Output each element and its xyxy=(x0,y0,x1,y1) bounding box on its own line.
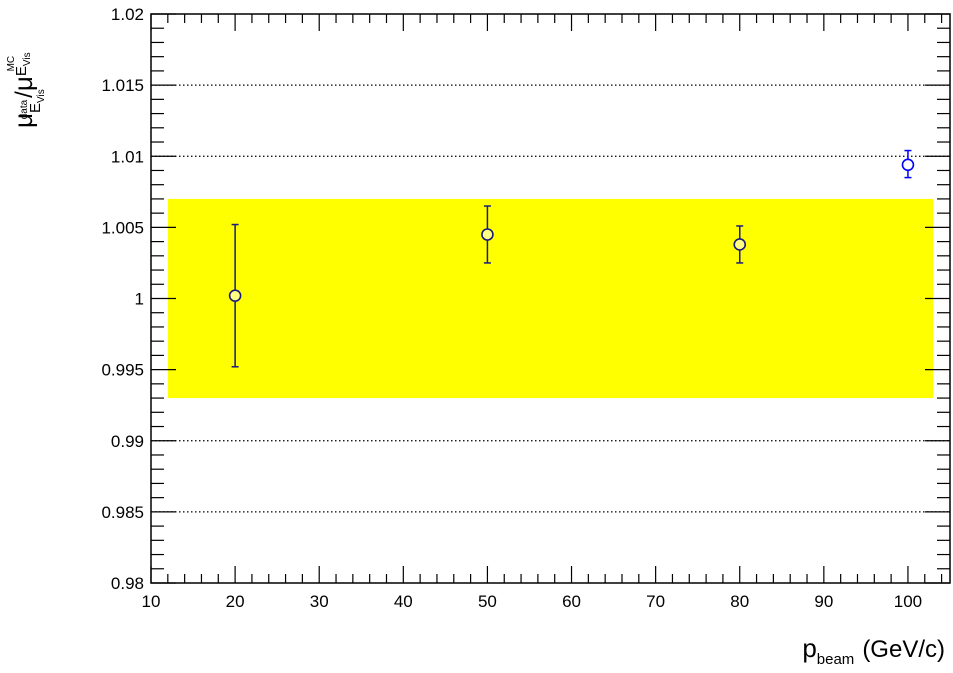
axis-ticks xyxy=(150,13,950,584)
uncertainty-band-layer xyxy=(167,198,934,399)
x-tick-label: 100 xyxy=(894,592,922,611)
y-tick-label: 0.995 xyxy=(101,361,144,380)
y-tick-label: 1 xyxy=(135,290,144,309)
plot-frame xyxy=(150,13,951,584)
data-point-group xyxy=(733,225,747,264)
data-point-group xyxy=(228,223,242,368)
data-point-marker xyxy=(733,238,747,251)
y-axis-title: μEVisdata/μEVisMC xyxy=(6,52,47,128)
y-axis-title-denominator-sub: E xyxy=(13,66,30,76)
y-axis-title-denominator-subsub: Vis xyxy=(22,52,33,66)
x-tick-label: 10 xyxy=(142,592,161,611)
y-tick-label: 0.99 xyxy=(111,432,144,451)
systematic-band xyxy=(167,198,934,399)
data-point-marker xyxy=(901,158,915,172)
x-tick-labels: 10 20 30 40 50 60 70 80 90 100 xyxy=(142,592,923,611)
data-point-marker xyxy=(481,228,494,241)
x-axis-title-main: p xyxy=(802,633,816,663)
x-tick-label: 80 xyxy=(730,592,749,611)
y-axis-title-mu-denominator: μ xyxy=(8,76,38,91)
x-tick-label: 70 xyxy=(646,592,665,611)
x-tick-label: 90 xyxy=(814,592,833,611)
x-tick-label: 50 xyxy=(478,592,497,611)
y-axis-title-mu-numerator: μ xyxy=(8,113,38,128)
data-point-marker xyxy=(228,289,242,302)
data-point-group xyxy=(901,149,915,179)
y-tick-label: 0.98 xyxy=(111,574,144,593)
y-tick-label: 1.02 xyxy=(111,5,144,24)
y-axis-title-text: μEVisdata/μEVisMC xyxy=(6,52,47,128)
y-axis-title-numerator-subsub: Vis xyxy=(36,89,47,103)
y-axis-title-denominator-sup: MC xyxy=(6,56,17,72)
data-points xyxy=(228,149,915,368)
x-tick-label: 20 xyxy=(226,592,245,611)
x-tick-label: 60 xyxy=(562,592,581,611)
y-tick-label: 1.015 xyxy=(101,76,144,95)
x-tick-label: 40 xyxy=(394,592,413,611)
gridlines xyxy=(151,84,950,513)
x-tick-label: 30 xyxy=(310,592,329,611)
data-point-group xyxy=(481,205,494,264)
y-axis-title-numerator-sub: E xyxy=(27,103,44,113)
y-tick-label: 1.01 xyxy=(111,147,144,166)
y-axis-title-slash: / xyxy=(11,91,38,98)
y-tick-labels: 0.98 0.985 0.99 0.995 1 1.005 1.01 1.015 1.02 xyxy=(101,5,144,593)
y-tick-label: 1.005 xyxy=(101,218,144,237)
x-axis-title-sub: beam xyxy=(817,651,855,668)
y-axis-title-numerator-sup: data xyxy=(19,99,30,119)
x-axis-title: pbeam (GeV/c) xyxy=(802,633,945,668)
y-tick-label: 0.985 xyxy=(101,503,144,522)
x-axis-title-unit: (GeV/c) xyxy=(862,636,945,663)
